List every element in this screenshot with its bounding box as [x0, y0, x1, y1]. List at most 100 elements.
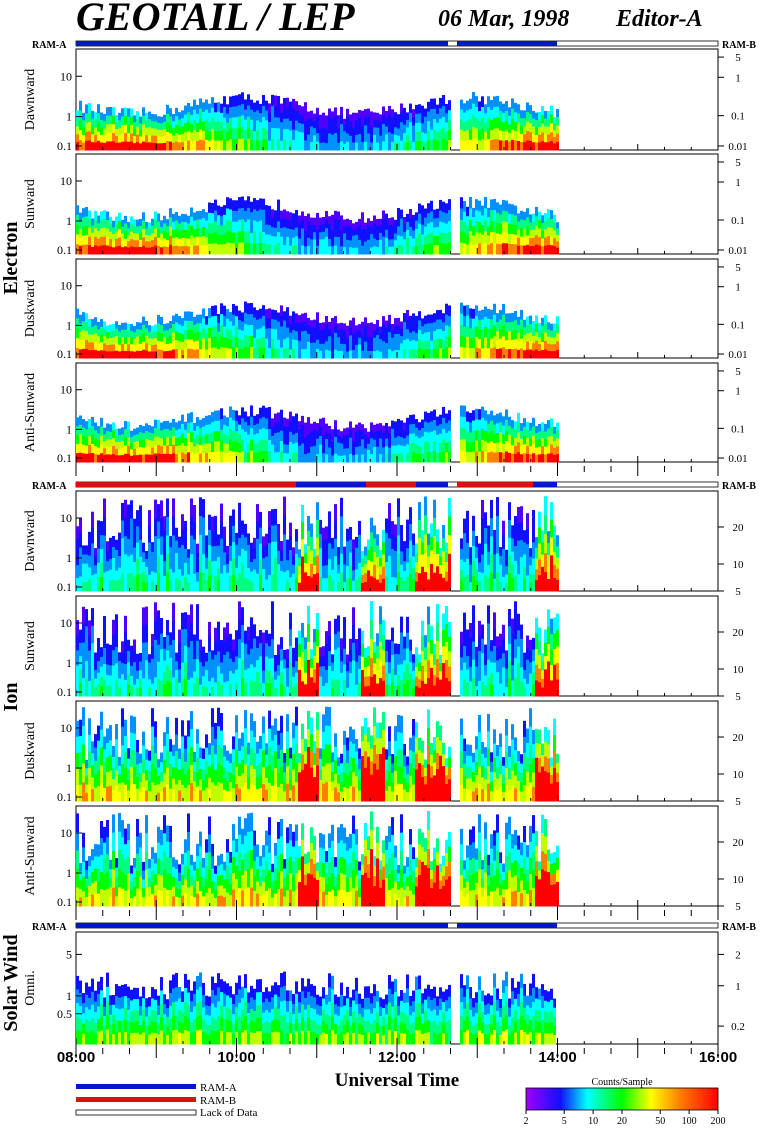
spectrogram-cell	[100, 334, 103, 343]
spectrogram-cell	[253, 327, 256, 339]
spectrogram-cell	[238, 219, 241, 232]
spectrogram-cell	[79, 518, 82, 534]
spectrogram-cell	[181, 318, 184, 327]
spectrogram-cell	[340, 215, 343, 224]
spectrogram-cell	[379, 454, 382, 463]
spectrogram-cell	[328, 246, 331, 255]
spectrogram-cell	[121, 652, 124, 664]
spectrogram-cell	[361, 343, 364, 352]
spectrogram-cell	[364, 133, 367, 143]
spectrogram-cell	[529, 105, 532, 115]
spectrogram-cell	[238, 443, 241, 454]
spectrogram-cell	[379, 247, 382, 255]
spectrogram-cell	[286, 549, 289, 561]
spectrogram-cell	[130, 344, 133, 352]
spectrogram-cell	[409, 574, 412, 592]
spectrogram-cell	[403, 331, 406, 341]
spectrogram-cell	[442, 663, 445, 680]
spectrogram-cell	[544, 454, 547, 463]
spectrogram-cell	[403, 446, 406, 455]
spectrogram-cell	[274, 508, 277, 526]
spectrogram-cell	[268, 407, 271, 419]
spectrogram-cell	[439, 243, 442, 255]
spectrogram-cell	[412, 238, 415, 247]
spectrogram-cell	[172, 221, 175, 231]
spectrogram-cell	[418, 654, 421, 664]
spectrogram-cell	[388, 662, 391, 674]
spectrogram-cell	[478, 553, 481, 563]
spectrogram-cell	[517, 422, 520, 433]
spectrogram-cell	[190, 123, 193, 133]
spectrogram-cell	[376, 683, 379, 697]
spectrogram-cell	[463, 316, 466, 328]
spectrogram-cell	[190, 659, 193, 679]
spectrogram-cell	[175, 430, 178, 439]
spectrogram-cell	[199, 445, 202, 455]
spectrogram-cell	[76, 215, 79, 226]
spectrogram-cell	[100, 656, 103, 668]
spectrogram-cell	[217, 621, 220, 638]
spectrogram-cell	[319, 329, 322, 338]
spectrogram-cell	[325, 670, 328, 684]
spectrogram-cell	[325, 115, 328, 123]
spectrogram-cell	[298, 123, 301, 133]
spectrogram-cell	[400, 140, 403, 151]
spectrogram-cell	[409, 557, 412, 575]
spectrogram-cell	[109, 124, 112, 134]
spectrogram-cell	[139, 653, 142, 663]
spectrogram-cell	[82, 339, 85, 350]
spectrogram-cell	[376, 335, 379, 344]
spectrogram-cell	[424, 411, 427, 423]
spectrogram-cell	[109, 675, 112, 687]
spectrogram-cell	[337, 582, 340, 592]
spectrogram-cell	[205, 139, 208, 151]
spectrogram-cell	[520, 210, 523, 220]
spectrogram-cell	[289, 341, 292, 351]
spectrogram-cell	[448, 430, 451, 442]
spectrogram-cell	[427, 111, 430, 122]
spectrogram-cell	[229, 209, 232, 222]
spectrogram-cell	[124, 499, 127, 519]
spectrogram-cell	[541, 430, 544, 439]
spectrogram-cell	[355, 228, 358, 236]
spectrogram-cell	[208, 545, 211, 561]
spectrogram-cell	[226, 545, 229, 556]
spectrogram-cell	[412, 340, 415, 350]
spectrogram-cell	[346, 427, 349, 435]
spectrogram-cell	[238, 620, 241, 640]
spectrogram-cell	[409, 524, 412, 542]
spectrogram-cell	[277, 210, 280, 222]
spectrogram-cell	[277, 685, 280, 697]
spectrogram-cell	[169, 454, 172, 463]
spectrogram-cell	[385, 547, 388, 563]
spectrogram-cell	[469, 573, 472, 583]
spectrogram-cell	[526, 226, 529, 237]
spectrogram-cell	[322, 417, 325, 428]
spectrogram-cell	[343, 546, 346, 556]
spectrogram-cell	[262, 580, 265, 592]
spectrogram-cell	[121, 133, 124, 143]
spectrogram-cell	[313, 239, 316, 248]
spectrogram-cell	[178, 231, 181, 240]
spectrogram-cell	[133, 455, 136, 463]
spectrogram-cell	[133, 233, 136, 241]
spectrogram-cell	[166, 498, 169, 518]
spectrogram-cell	[193, 119, 196, 131]
spectrogram-cell	[250, 201, 253, 213]
spectrogram-cell	[442, 243, 445, 255]
spectrogram-cell	[121, 674, 124, 686]
spectrogram-cell	[418, 339, 421, 350]
spectrogram-cell	[217, 205, 220, 216]
spectrogram-cell	[544, 221, 547, 230]
spectrogram-cell	[529, 454, 532, 463]
spectrogram-cell	[412, 414, 415, 425]
spectrogram-cell	[247, 568, 250, 580]
spectrogram-cell	[346, 528, 349, 542]
spectrogram-cell	[88, 555, 91, 568]
spectrogram-cell	[526, 112, 529, 122]
spectrogram-cell	[433, 518, 436, 537]
spectrogram-cell	[136, 574, 139, 592]
spectrogram-cell	[466, 235, 469, 245]
spectrogram-cell	[190, 311, 193, 322]
spectrogram-cell	[193, 220, 196, 230]
